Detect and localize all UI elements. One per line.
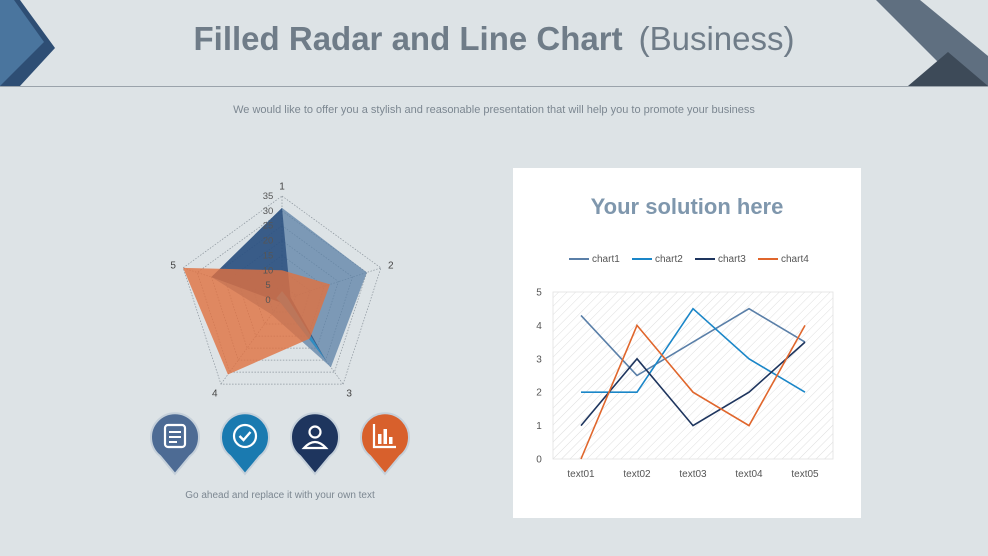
line-y-tick-label: 2 <box>536 388 542 399</box>
bar-chart-icon <box>360 412 410 476</box>
radar-tick-label: 25 <box>263 221 274 232</box>
radar-tick-label: 15 <box>263 250 274 261</box>
radar-caption: Go ahead and replace it with your own te… <box>185 490 375 501</box>
page-title-main: Filled Radar and Line Chart <box>193 20 623 57</box>
radar-axis-label: 4 <box>212 389 218 400</box>
line-series-chart4 <box>580 323 806 460</box>
legend-swatch <box>569 258 589 261</box>
radar-tick-label: 35 <box>263 191 274 202</box>
legend-label: chart4 <box>781 254 809 265</box>
line-chart-card: Your solution here chart1 chart2 chart3 cha… <box>513 168 861 518</box>
page-title-suffix: (Business) <box>638 20 795 57</box>
line-x-tick-label: text04 <box>735 469 763 480</box>
radar-axis-label: 1 <box>279 182 285 193</box>
radar-axis-label: 5 <box>170 261 176 272</box>
card-title: Your solution here <box>590 194 784 219</box>
radar-axis-label: 2 <box>388 261 394 272</box>
radar-tick-label: 5 <box>265 280 270 291</box>
legend-swatch <box>632 258 652 261</box>
line-y-tick-label: 5 <box>536 288 542 299</box>
line-x-tick-label: text05 <box>791 469 819 480</box>
legend-item-chart4: chart4 <box>758 254 809 268</box>
radar-chart: 0 5 10 15 20 25 30 35 1 2 3 4 5 <box>170 182 394 400</box>
radar-tick-label: 0 <box>265 295 270 306</box>
legend-label: chart3 <box>718 254 746 265</box>
corner-decoration-left <box>0 0 55 86</box>
line-chart: 0 1 2 3 4 5 text01 text02 text03 text04 text05 <box>536 288 834 480</box>
line-y-tick-label: 1 <box>536 421 542 432</box>
legend-item-chart3: chart3 <box>695 254 746 268</box>
header-divider <box>0 86 988 87</box>
line-y-tick-label: 0 <box>536 455 542 466</box>
corner-decoration-right <box>876 0 988 86</box>
line-x-tick-label: text02 <box>623 469 651 480</box>
radar-tick-label: 20 <box>263 236 274 247</box>
legend-swatch <box>758 258 778 261</box>
page-subtitle: We would like to offer you a stylish and… <box>233 104 755 116</box>
legend-item-chart1: chart1 <box>569 254 620 268</box>
line-y-tick-label: 4 <box>536 321 542 332</box>
checkmark-icon <box>220 412 270 476</box>
line-x-tick-label: text01 <box>567 469 595 480</box>
radar-axis-label: 3 <box>346 389 352 400</box>
radar-series-4 <box>183 267 330 375</box>
line-x-tick-label: text03 <box>679 469 707 480</box>
document-icon <box>150 412 200 476</box>
legend-label: chart1 <box>592 254 620 265</box>
line-series-chart2 <box>581 307 806 393</box>
user-icon <box>290 412 340 476</box>
legend-swatch <box>695 258 715 261</box>
legend-item-chart2: chart2 <box>632 254 683 268</box>
radar-tick-label: 30 <box>263 206 274 217</box>
radar-tick-label: 10 <box>263 265 274 276</box>
line-series-chart1 <box>580 307 806 377</box>
line-chart-legend: chart1 chart2 chart3 chart4 <box>513 254 861 270</box>
line-series-chart3 <box>580 341 806 427</box>
legend-label: chart2 <box>655 254 683 265</box>
page-title: Filled Radar and Line Chart (Business) <box>0 20 988 58</box>
line-plot-area <box>552 291 834 460</box>
pin-shape <box>150 412 200 476</box>
line-y-tick-label: 3 <box>536 354 542 365</box>
icon-row <box>145 410 415 480</box>
